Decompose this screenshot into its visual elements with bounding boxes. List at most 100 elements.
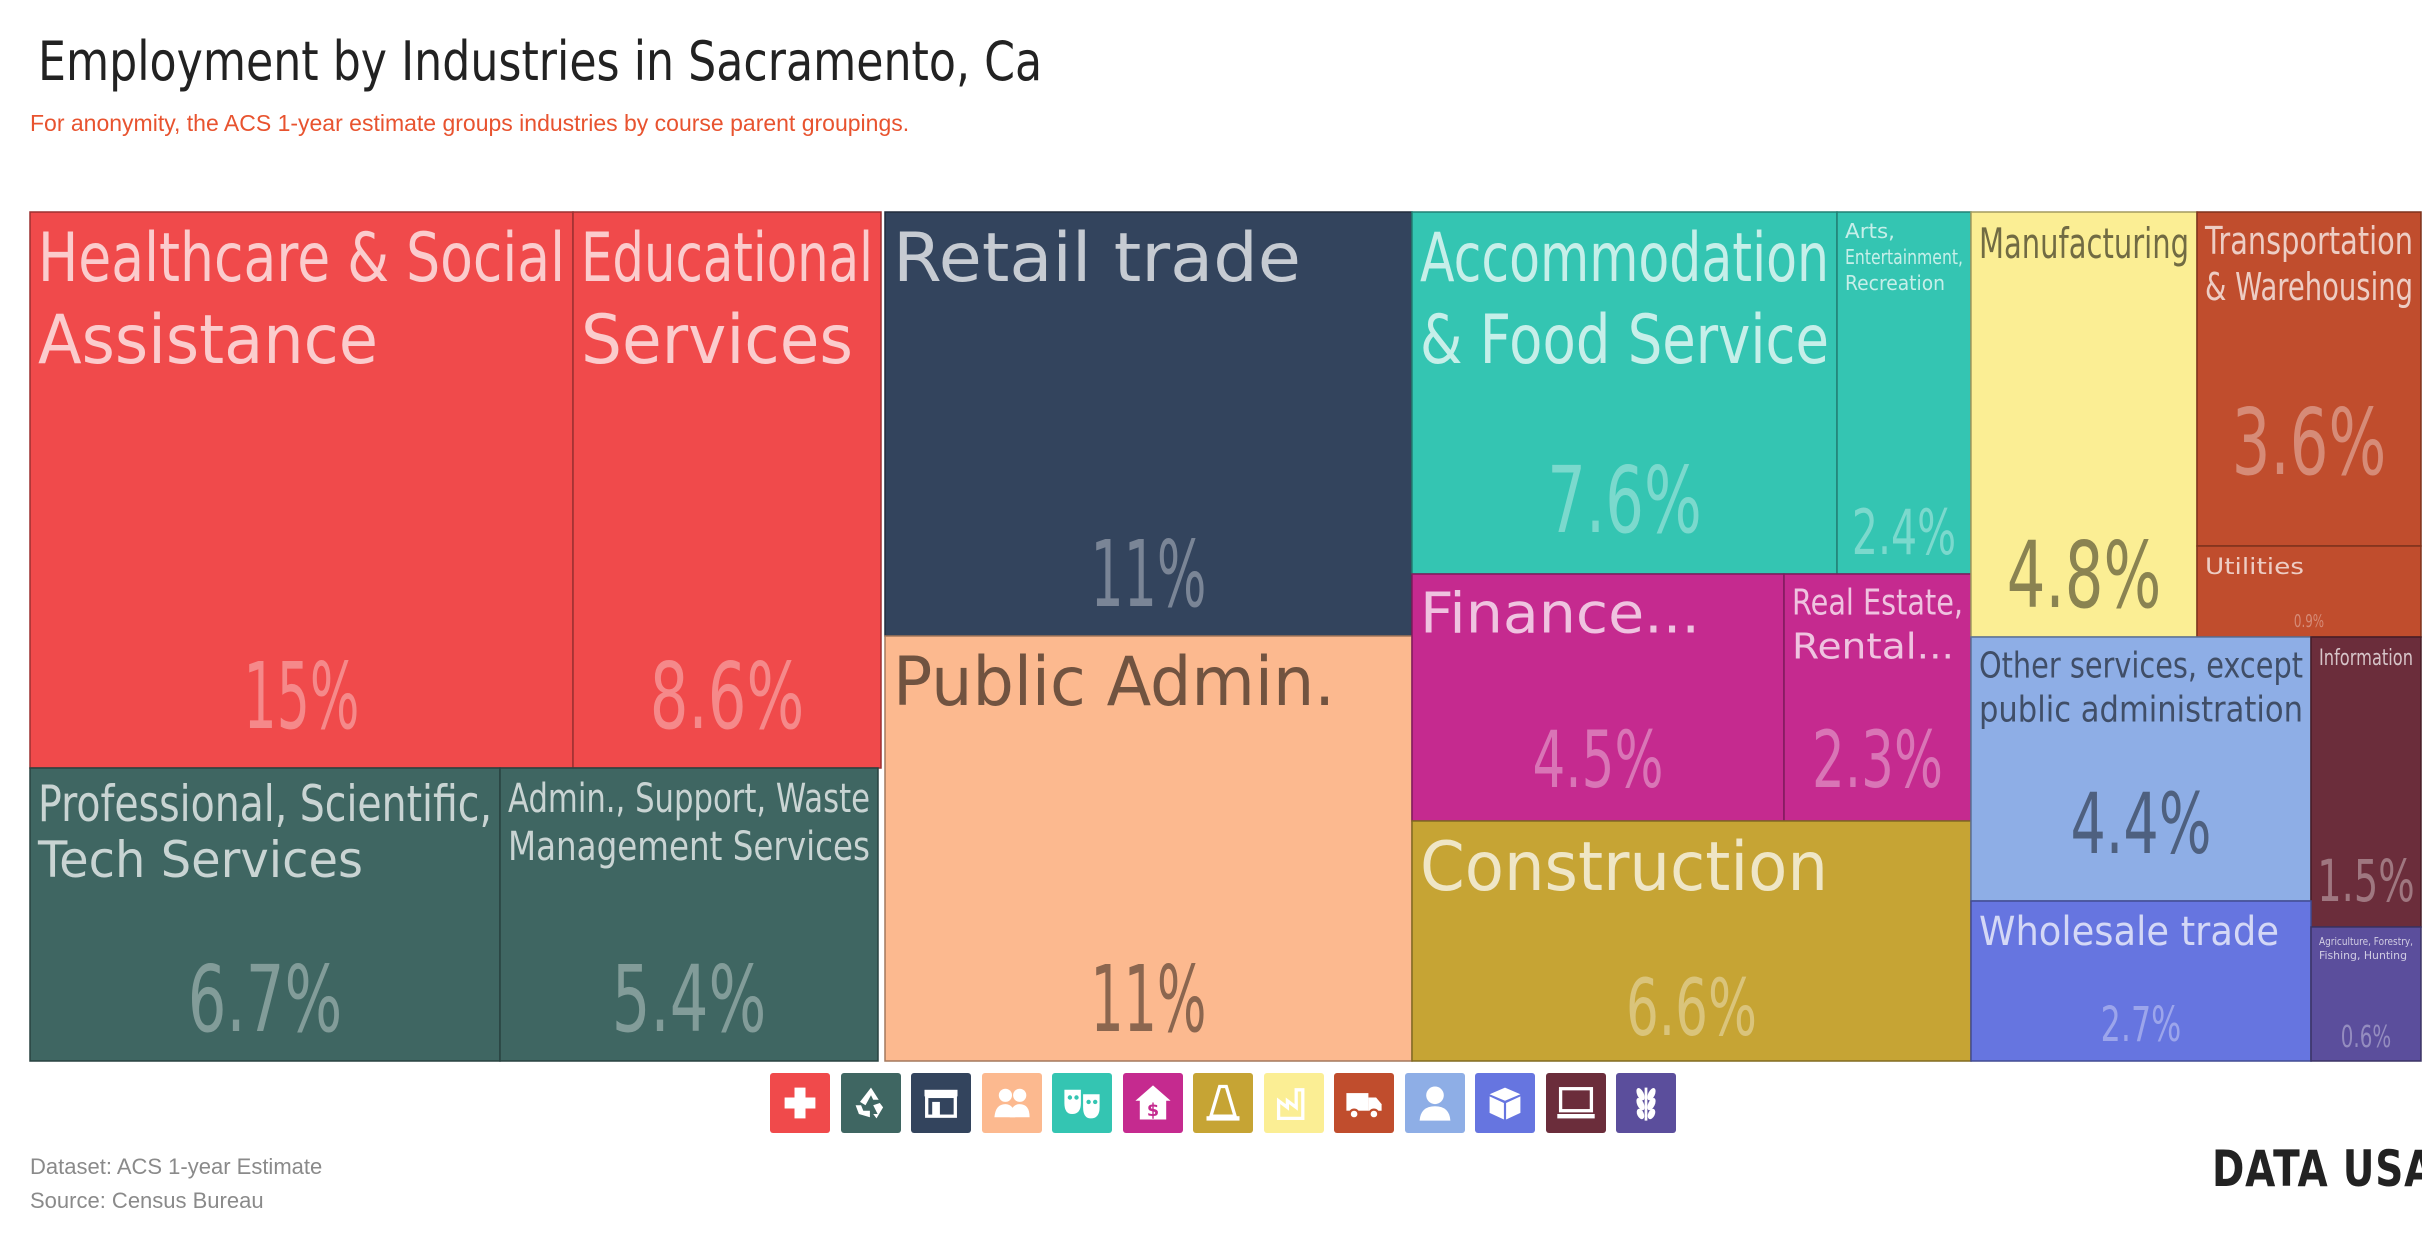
tile-value-other-services: 4.4% bbox=[2070, 775, 2211, 873]
tile-label-finance: Finance... bbox=[1420, 581, 1700, 646]
tile-label-line: Public Admin. bbox=[893, 643, 1335, 722]
source-text: Source: Census Bureau bbox=[30, 1188, 264, 1213]
tile-educational[interactable]: Educational Services 8.6% bbox=[572, 211, 882, 769]
tile-information[interactable]: Information 1.5% bbox=[2310, 636, 2422, 928]
tile-healthcare[interactable]: Healthcare & Social Assistance 15% bbox=[29, 211, 574, 769]
tile-label-line: Construction bbox=[1420, 828, 1828, 907]
tile-value-accommodation: 7.6% bbox=[1547, 447, 1702, 554]
tile-rect-healthcare[interactable] bbox=[29, 211, 574, 769]
tile-label-line: public administration bbox=[1979, 689, 2303, 730]
house-dollar-icon-glyph: $ bbox=[1134, 1085, 1171, 1121]
tile-transportation[interactable]: Transportation & Warehousing 3.6% bbox=[2196, 211, 2422, 547]
tile-label-construction: Construction bbox=[1420, 828, 1828, 907]
wheat-icon-glyph bbox=[1636, 1087, 1656, 1121]
tile-label-line: Tech Services bbox=[37, 831, 363, 889]
tile-value-healthcare: 15% bbox=[244, 643, 360, 750]
tile-accommodation[interactable]: Accommodation & Food Service 7.6% bbox=[1411, 211, 1838, 575]
factory-icon[interactable] bbox=[1263, 1073, 1324, 1133]
tile-real-estate[interactable]: Real Estate, Rental... 2.3% bbox=[1783, 573, 1972, 822]
storefront-icon-glyph bbox=[924, 1089, 958, 1118]
recycle-icon[interactable] bbox=[840, 1073, 901, 1133]
tile-agriculture[interactable]: Agriculture, Forestry, Fishing, Hunting 0.… bbox=[2310, 926, 2422, 1062]
theater-masks-icon[interactable] bbox=[1052, 1073, 1112, 1133]
tile-label-real-estate: Real Estate, Rental... bbox=[1792, 582, 1963, 667]
tile-value-educational: 8.6% bbox=[650, 643, 805, 750]
tile-rect-retail[interactable] bbox=[884, 211, 1413, 637]
tile-label-public-admin: Public Admin. bbox=[893, 643, 1335, 722]
tile-manufacturing[interactable]: Manufacturing 4.8% bbox=[1970, 211, 2198, 638]
tile-label-line: Transportation bbox=[2204, 219, 2413, 263]
tile-rect-manufacturing[interactable] bbox=[1970, 211, 2198, 638]
tile-value-finance: 4.5% bbox=[1532, 716, 1663, 806]
tile-label-line: Management Services bbox=[508, 824, 870, 870]
tile-label-line: Admin., Support, Waste bbox=[508, 776, 870, 822]
tile-label-healthcare: Healthcare & Social Assistance bbox=[38, 219, 565, 380]
tile-label-line: Wholesale trade bbox=[1979, 909, 2279, 955]
truck-icon[interactable] bbox=[1334, 1073, 1394, 1133]
traffic-cone-icon[interactable] bbox=[1193, 1073, 1253, 1133]
tile-value-public-admin: 11% bbox=[1091, 946, 1207, 1053]
tile-retail[interactable]: Retail trade 11% bbox=[884, 211, 1413, 637]
data-usa-logo[interactable]: DATA USA: bbox=[2212, 1140, 2422, 1198]
tile-label-line: Accommodation bbox=[1420, 219, 1829, 298]
wheat-icon[interactable] bbox=[1616, 1073, 1676, 1133]
tile-label-line: Educational bbox=[581, 219, 873, 298]
tile-rect-public-admin[interactable] bbox=[884, 635, 1413, 1062]
tile-utilities[interactable]: Utilities 0.9% bbox=[2196, 545, 2422, 638]
tile-wholesale[interactable]: Wholesale trade 2.7% bbox=[1970, 900, 2312, 1062]
tile-label-line: Utilities bbox=[2205, 555, 2304, 580]
person-icon[interactable] bbox=[1404, 1073, 1465, 1133]
truck-icon-glyph bbox=[1346, 1093, 1382, 1120]
tile-label-line: Agriculture, Forestry, bbox=[2319, 935, 2413, 948]
health-cross-icon[interactable] bbox=[770, 1073, 830, 1133]
tile-rect-construction[interactable] bbox=[1411, 820, 1972, 1062]
tile-label-line: Arts, bbox=[1845, 219, 1895, 243]
tile-label-transportation: Transportation & Warehousing bbox=[2204, 219, 2413, 309]
traffic-cone-icon-glyph bbox=[1206, 1084, 1240, 1121]
tile-value-retail: 11% bbox=[1091, 521, 1207, 628]
tile-rect-information[interactable] bbox=[2310, 636, 2422, 928]
tile-label-line: Assistance bbox=[38, 301, 378, 380]
people-icon[interactable] bbox=[981, 1073, 1042, 1133]
tile-other-services[interactable]: Other services, except public administrat… bbox=[1970, 636, 2312, 902]
tile-label-wholesale: Wholesale trade bbox=[1979, 909, 2279, 955]
tile-public-admin[interactable]: Public Admin. 11% bbox=[884, 635, 1413, 1062]
tile-rect-educational[interactable] bbox=[572, 211, 882, 769]
tile-label-utilities: Utilities bbox=[2205, 555, 2304, 580]
tile-value-information: 1.5% bbox=[2317, 847, 2414, 915]
tile-label-line: Rental... bbox=[1792, 626, 1954, 667]
tile-label-accommodation: Accommodation & Food Service bbox=[1420, 219, 1829, 380]
computer-icon-glyph bbox=[1556, 1087, 1595, 1119]
tile-rect-agriculture[interactable] bbox=[2310, 926, 2422, 1062]
tile-rect-admin-support[interactable] bbox=[499, 767, 879, 1062]
tile-rect-utilities[interactable] bbox=[2196, 545, 2422, 638]
boxes-icon-glyph bbox=[1489, 1087, 1521, 1120]
tile-label-professional: Professional, Scientific, Tech Services bbox=[37, 775, 492, 889]
tile-label-retail: Retail trade bbox=[893, 219, 1301, 298]
tile-rect-other-services[interactable] bbox=[1970, 636, 2312, 902]
tile-professional[interactable]: Professional, Scientific, Tech Services 6.… bbox=[29, 767, 501, 1062]
tile-value-admin-support: 5.4% bbox=[612, 946, 767, 1053]
tile-rect-transportation[interactable] bbox=[2196, 211, 2422, 547]
tile-value-professional: 6.7% bbox=[188, 946, 343, 1053]
tile-label-line: Finance... bbox=[1420, 581, 1700, 646]
tile-label-line: Professional, Scientific, bbox=[38, 775, 492, 833]
tile-admin-support[interactable]: Admin., Support, Waste Management Service… bbox=[499, 767, 879, 1062]
computer-icon[interactable] bbox=[1545, 1073, 1606, 1133]
tile-label-line: Information bbox=[2319, 646, 2413, 671]
tile-value-real-estate: 2.3% bbox=[1812, 716, 1943, 806]
tile-label-manufacturing: Manufacturing bbox=[1979, 219, 2189, 268]
tile-rect-finance[interactable] bbox=[1411, 573, 1785, 822]
storefront-icon[interactable] bbox=[911, 1073, 971, 1133]
tile-label-line: Entertainment, bbox=[1845, 245, 1963, 269]
tile-value-agriculture: 0.6% bbox=[2341, 1020, 2391, 1055]
tile-rect-wholesale[interactable] bbox=[1970, 900, 2312, 1062]
boxes-icon[interactable] bbox=[1475, 1073, 1535, 1133]
tile-rect-arts[interactable] bbox=[1836, 211, 1972, 575]
tile-finance[interactable]: Finance... 4.5% bbox=[1411, 573, 1785, 822]
tile-construction[interactable]: Construction 6.6% bbox=[1411, 820, 1972, 1062]
tile-rect-professional[interactable] bbox=[29, 767, 501, 1062]
person-icon-glyph bbox=[1419, 1086, 1450, 1121]
tile-arts[interactable]: Arts, Entertainment, Recreation 2.4% bbox=[1836, 211, 1972, 575]
house-dollar-icon[interactable]: $ bbox=[1122, 1073, 1183, 1133]
